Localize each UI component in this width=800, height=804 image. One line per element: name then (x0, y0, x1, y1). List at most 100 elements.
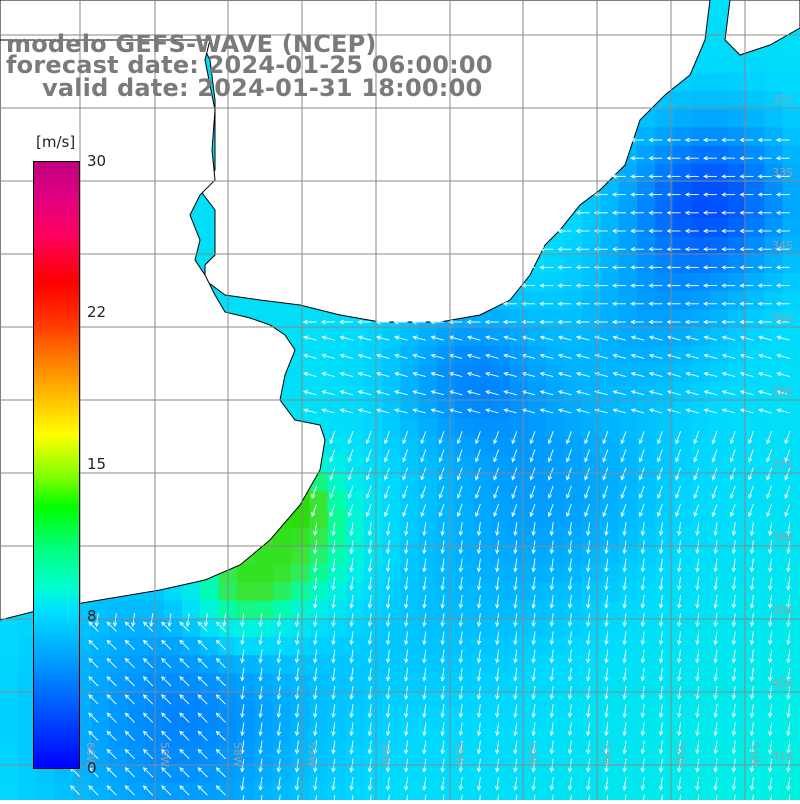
wind-speed-cell (473, 327, 492, 347)
wind-speed-cell (327, 509, 347, 529)
wind-speed-cell (600, 491, 620, 511)
wind-speed-cell (728, 163, 747, 183)
wind-arrow (430, 390, 445, 396)
wind-arrow (622, 704, 627, 719)
wind-speed-cell (491, 473, 511, 492)
wind-speed-cell (364, 637, 383, 656)
wind-arrow (440, 522, 445, 537)
wind-arrow (693, 485, 700, 499)
wind-arrow (786, 776, 791, 791)
wind-speed-cell (637, 436, 656, 456)
wind-speed-cell (491, 364, 511, 383)
wind-speed-cell (309, 509, 329, 529)
wind-speed-cell (600, 182, 620, 201)
wind-speed-cell (436, 673, 456, 693)
wind-speed-cell (273, 309, 292, 329)
wind-speed-cell (546, 382, 565, 401)
wind-arrow (549, 576, 555, 591)
wind-speed-cell (127, 691, 147, 711)
wind-arrow (179, 694, 190, 705)
wind-arrow (731, 667, 737, 682)
wind-arrow (311, 485, 318, 499)
wind-speed-cell (582, 218, 602, 238)
wind-arrow (702, 283, 717, 288)
wind-arrow (215, 657, 226, 669)
wind-arrow (124, 621, 135, 632)
wind-speed-cell (637, 327, 656, 347)
wind-speed-cell (637, 400, 656, 420)
wind-speed-cell (491, 655, 511, 674)
wind-speed-cell (327, 618, 347, 638)
wind-speed-cell (491, 309, 511, 329)
wind-arrow (768, 740, 773, 755)
wind-arrow (375, 335, 390, 341)
wind-speed-cell (691, 582, 711, 602)
wind-speed-cell (618, 600, 638, 620)
wind-speed-cell (782, 145, 800, 165)
wind-speed-cell (436, 637, 456, 656)
wind-speed-cell (400, 527, 420, 547)
wind-arrow (658, 649, 664, 664)
wind-speed-cell (600, 637, 620, 656)
wind-speed-cell (72, 764, 92, 784)
wind-speed-cell (709, 728, 729, 747)
wind-arrow (70, 785, 81, 796)
wind-speed-cell (200, 618, 219, 638)
wind-speed-cell (673, 163, 693, 183)
wind-speed-cell (455, 764, 474, 784)
wind-arrow (721, 210, 736, 216)
wind-arrow (313, 576, 318, 591)
wind-speed-cell (618, 436, 638, 456)
wind-speed-cell (728, 218, 747, 238)
wind-speed-cell (728, 364, 747, 383)
wind-speed-cell (491, 400, 511, 420)
wind-arrow (357, 408, 372, 414)
wind-speed-cell (709, 291, 729, 310)
wind-arrow (493, 449, 500, 463)
wind-arrow (539, 192, 554, 197)
wind-speed-cell (655, 345, 674, 365)
wind-speed-cell (746, 491, 765, 511)
wind-speed-cell (473, 345, 492, 365)
wind-speed-cell (236, 691, 256, 711)
wind-arrow (731, 631, 737, 646)
wind-speed-cell (782, 54, 800, 74)
wind-speed-cell (691, 254, 711, 274)
wind-arrow (529, 467, 536, 481)
wind-speed-cell (673, 509, 693, 529)
wind-speed-cell (254, 728, 274, 747)
wind-arrow (240, 649, 245, 664)
wind-speed-cell (728, 273, 747, 292)
wind-speed-cell (782, 218, 800, 238)
wind-speed-cell (746, 345, 765, 365)
wind-arrow (586, 613, 591, 628)
wind-arrow (604, 522, 609, 537)
wind-arrow (215, 639, 226, 650)
wind-speed-cell (600, 436, 620, 456)
wind-arrow (456, 431, 463, 445)
wind-arrow (786, 576, 791, 591)
wind-arrow (685, 335, 699, 341)
wind-arrow (142, 748, 154, 760)
wind-arrow (677, 740, 682, 755)
wind-speed-cell (582, 327, 602, 347)
wind-arrow (729, 503, 736, 518)
wind-arrow (495, 540, 500, 555)
wind-speed-cell (127, 655, 147, 674)
wind-speed-cell (491, 600, 511, 620)
wind-arrow (768, 704, 773, 719)
wind-arrow (294, 722, 300, 737)
wind-speed-cell (473, 546, 492, 565)
wind-arrow (124, 785, 135, 796)
wind-speed-cell (564, 291, 583, 310)
wind-speed-cell (327, 582, 347, 602)
wind-speed-cell (273, 782, 292, 802)
wind-speed-cell (509, 382, 529, 401)
wind-arrow (513, 558, 518, 573)
wind-arrow (757, 301, 772, 307)
wind-speed-cell (400, 746, 420, 765)
wind-arrow (385, 613, 391, 628)
wind-speed-cell (564, 527, 583, 547)
wind-speed-cell (582, 691, 602, 711)
wind-arrow (422, 649, 427, 664)
